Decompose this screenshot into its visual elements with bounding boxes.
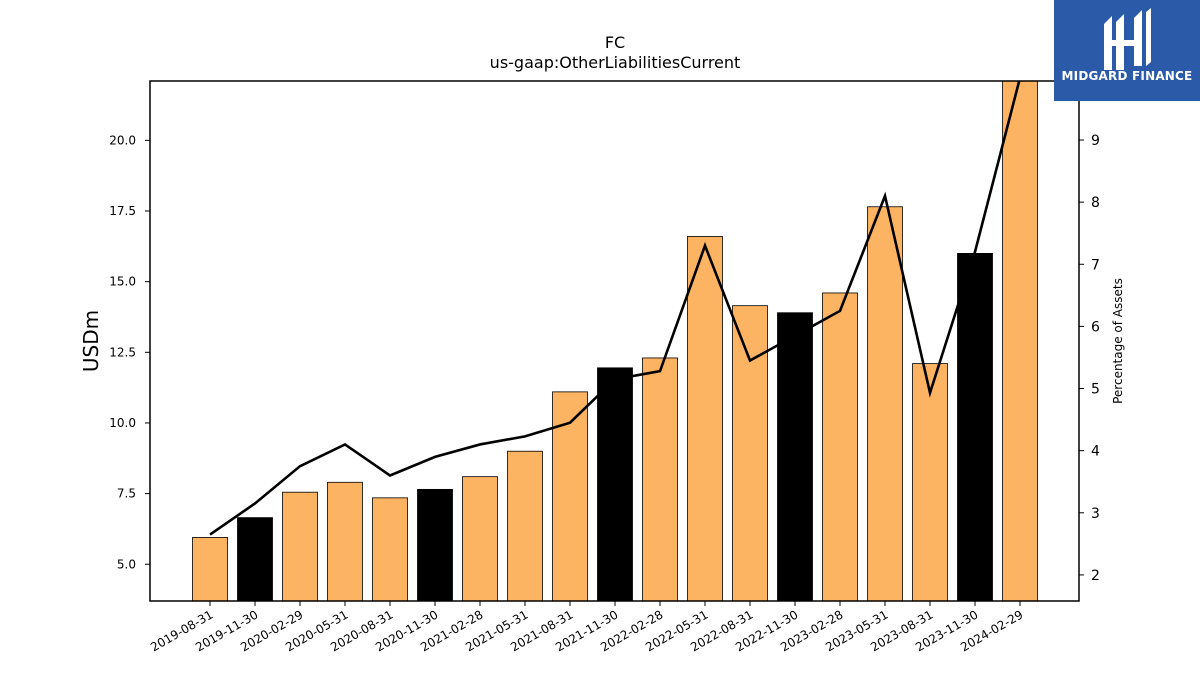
y-tick-label: 15.0 [109, 275, 136, 289]
chart-title: FC [605, 33, 625, 52]
right-axis-ticks: 2 3 4 5 6 7 8 9 [1079, 133, 1100, 584]
bar [957, 252, 993, 602]
series-line [209, 81, 1021, 536]
y2-tick-label: 2 [1091, 568, 1100, 584]
y2-tick-label: 5 [1091, 382, 1100, 398]
y2-tick-label: 7 [1091, 257, 1100, 273]
bar [282, 491, 318, 602]
bar [687, 236, 723, 602]
y-tick-label: 12.5 [109, 345, 136, 359]
bar [732, 305, 768, 602]
brand-logo: MIDGARD FINANCE [1054, 0, 1200, 101]
bar [417, 488, 453, 602]
y-axis-label: USDm [79, 310, 103, 372]
bar [912, 363, 948, 602]
bar [597, 367, 633, 602]
bar [867, 206, 903, 602]
chart-subtitle: us-gaap:OtherLiabilitiesCurrent [490, 53, 741, 72]
y2-tick-label: 4 [1091, 444, 1100, 460]
logo-text: MIDGARD FINANCE [1061, 69, 1193, 83]
bars-group [192, 80, 1038, 602]
bar [192, 537, 228, 602]
bar [822, 292, 858, 602]
bar [237, 517, 273, 602]
y-tick-label: 20.0 [109, 133, 136, 147]
y2-tick-label: 6 [1091, 319, 1100, 335]
bar [642, 357, 678, 602]
y2-tick-label: 9 [1091, 133, 1100, 149]
bar [462, 476, 498, 602]
bar [777, 312, 813, 602]
y-tick-label: 17.5 [109, 204, 136, 218]
x-axis-ticks: 2019-08-312019-11-302020-02-292020-05-31… [148, 601, 1026, 654]
bar [372, 497, 408, 602]
y-tick-label: 5.0 [117, 557, 136, 571]
logo-mark-icon [1104, 8, 1151, 70]
y2-tick-label: 8 [1091, 195, 1100, 211]
y-tick-label: 7.5 [117, 487, 136, 501]
line-group [209, 81, 1021, 536]
y2-tick-label: 3 [1091, 506, 1100, 522]
bar [507, 450, 543, 602]
bar [1002, 80, 1038, 602]
left-axis-ticks: 5.0 7.5 10.0 12.5 15.0 17.5 20.0 [109, 133, 150, 571]
y-tick-label: 10.0 [109, 416, 136, 430]
y2-axis-label: Percentage of Assets [1111, 278, 1125, 404]
bar [327, 481, 363, 602]
